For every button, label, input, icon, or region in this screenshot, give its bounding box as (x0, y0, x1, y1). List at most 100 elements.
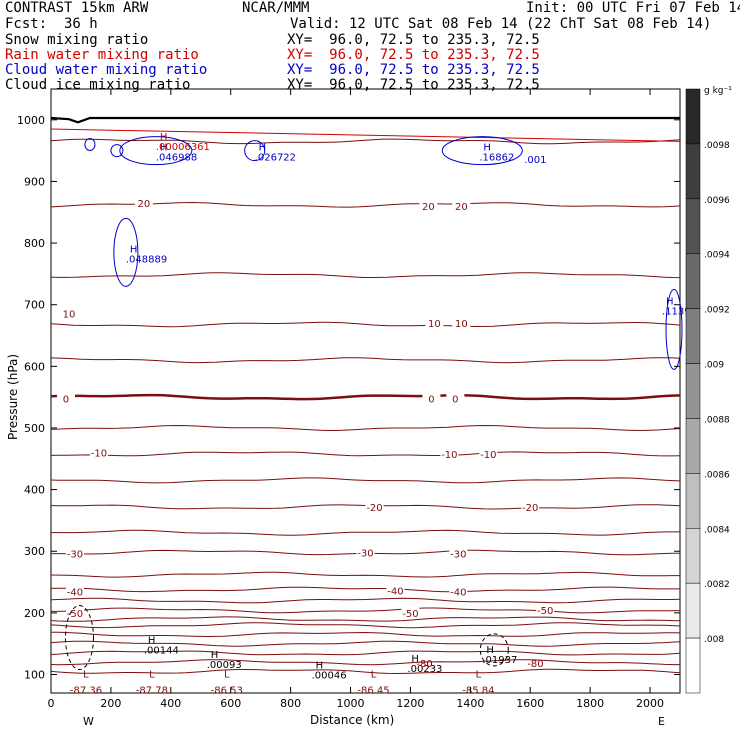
contour-label: -30 (357, 548, 373, 559)
isotherm-curve (50, 138, 681, 145)
high-value: .00233 (407, 664, 442, 675)
high-marker: H (148, 636, 156, 647)
contour-label-bg (422, 392, 441, 404)
center-title: NCAR/MMM (242, 0, 310, 16)
y-tick-label: 100 (24, 669, 45, 682)
y-tick-label: 200 (24, 607, 45, 620)
colorbar-label: .0092 (704, 306, 730, 316)
isotherm-curve (50, 321, 681, 328)
cloud-water-contour (441, 136, 523, 166)
x-tick-label: 1600 (516, 697, 544, 710)
contour-label-bg (401, 606, 420, 618)
contour-label-bg (65, 547, 84, 559)
isotherm-curve (50, 272, 681, 279)
forecast-label: Fcst: (5, 16, 48, 32)
colorbar-label: .0096 (704, 196, 730, 206)
contour-label: 20 (422, 202, 435, 213)
x-tick-label: 1000 (337, 697, 365, 710)
cloud-water-contour (244, 140, 266, 162)
x-tick-label: 1200 (396, 697, 424, 710)
field-xy-cloud-water: XY= 96.0, 72.5 to 235.3, 72.5 (287, 62, 540, 78)
high-value: .01937 (482, 655, 517, 666)
contour-label: -20 (522, 503, 538, 514)
contour-label: -30 (67, 550, 83, 561)
y-tick-label: 700 (24, 299, 45, 312)
contour-label-bg (452, 200, 471, 212)
colorbar-swatch (685, 253, 701, 309)
low-value: -87.36 (70, 685, 102, 696)
high-marker: H (160, 132, 168, 143)
high-value: .00093 (207, 660, 242, 671)
x-axis-west-label: W (83, 715, 94, 728)
x-tick-label: 1400 (456, 697, 484, 710)
contour-label: 0 (452, 394, 458, 405)
cloud-water-contour (84, 137, 96, 151)
contour-label: -10 (441, 450, 457, 461)
contour-label-bg (134, 197, 153, 209)
contour-label-bg (452, 317, 471, 329)
contour-label: -10 (480, 450, 496, 461)
isotherm-curve (50, 424, 681, 432)
x-tick-label: 1800 (576, 697, 604, 710)
contour-label: -40 (450, 587, 466, 598)
high-marker: H (666, 297, 674, 308)
contour-label: 10 (428, 319, 441, 330)
contour-label: -50 (537, 606, 553, 617)
contour-label: -40 (387, 587, 403, 598)
extra-contour-label: .001 (524, 155, 546, 166)
isotherm-curve (50, 201, 681, 208)
contour-label-bg (446, 392, 465, 404)
high-value: .046988 (156, 153, 197, 164)
cloud-ice-contour (64, 605, 94, 671)
contour-label: -50 (67, 609, 83, 620)
contour-label: -40 (67, 587, 83, 598)
low-marker: L (83, 669, 89, 680)
contour-label: 10 (455, 319, 468, 330)
contour-label-bg (65, 606, 84, 618)
extra-contour-label: -80 (416, 659, 432, 670)
x-tick-label: 2000 (636, 697, 664, 710)
cloud-water-contour (119, 136, 193, 166)
model-title: CONTRAST 15km ARW (5, 0, 149, 16)
contour-label: -10 (91, 449, 107, 460)
colorbar-swatch (685, 473, 701, 529)
contour-label-bg (386, 584, 405, 596)
contour-label: 20 (455, 202, 468, 213)
high-marker: H (211, 650, 219, 661)
high-value: .026722 (255, 153, 296, 164)
colorbar-swatch (685, 143, 701, 200)
rain-contour-line (50, 128, 681, 142)
mixing-ratio-features: L-87.36L-87.78L-86.53L-86.45L-85.84H.001… (64, 132, 691, 696)
y-tick-label: 900 (24, 175, 45, 188)
colorbar-swatch (685, 363, 701, 419)
isotherm-curve (51, 607, 681, 614)
contour-label-bg (425, 317, 444, 329)
contour-label: 20 (137, 199, 150, 210)
extra-contour-label: -80 (527, 659, 543, 670)
contour-label-bg (449, 547, 468, 559)
isotherm-curve (50, 393, 681, 401)
contour-label: 0 (428, 394, 434, 405)
isotherm-curve (50, 571, 680, 578)
low-value: -87.78 (136, 685, 168, 696)
contour-label-bg (59, 307, 78, 319)
high-value: .00006361 (156, 142, 210, 153)
colorbar-swatch (685, 418, 701, 474)
cloud-ice-contour (479, 633, 509, 667)
contour-label-bg (365, 500, 384, 512)
low-marker: L (149, 669, 155, 680)
colorbar-swatch (685, 308, 701, 364)
colorbar-swatch (685, 637, 701, 694)
low-value: -86.53 (211, 685, 243, 696)
cloud-water-contour (110, 144, 124, 158)
cloud-water-contour (665, 288, 683, 370)
colorbar-label: .0086 (704, 470, 730, 480)
surface-line (50, 116, 680, 124)
high-value: .1139 (662, 307, 691, 318)
y-tick-label: 400 (24, 484, 45, 497)
x-axis-title: Distance (km) (310, 713, 394, 727)
colorbar-label: .0094 (704, 251, 730, 261)
isotherm-curve (50, 616, 681, 622)
